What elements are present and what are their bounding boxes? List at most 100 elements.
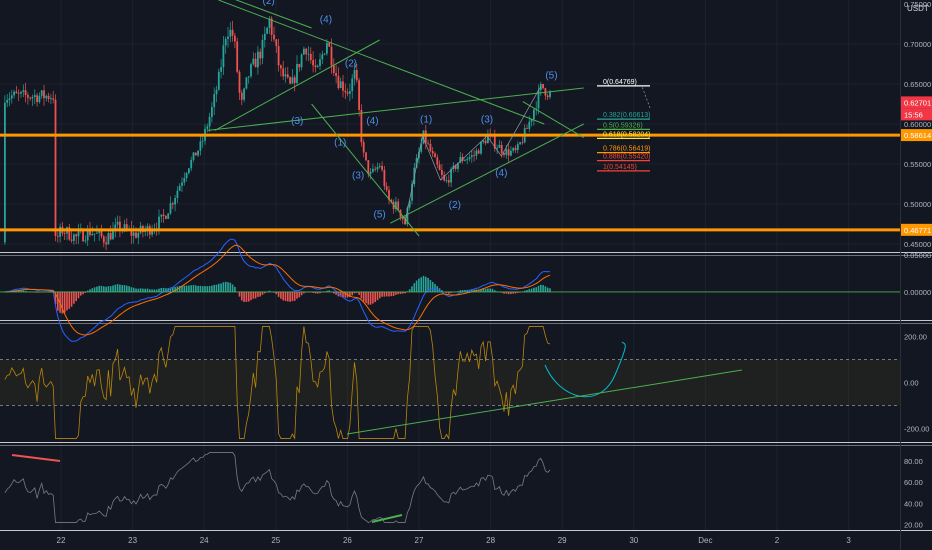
- macd-histogram-bar: [335, 291, 337, 295]
- macd-histogram-bar: [128, 286, 130, 292]
- macd-histogram-bar: [195, 285, 197, 292]
- macd-histogram-bar: [450, 291, 452, 293]
- candle: [319, 59, 321, 66]
- macd-histogram-bar: [160, 288, 163, 292]
- candle: [33, 95, 36, 97]
- candle: [376, 166, 379, 170]
- macd-histogram-bar: [523, 290, 526, 292]
- wave-path: [404, 86, 542, 225]
- candle: [6, 99, 9, 103]
- candle: [360, 109, 363, 143]
- fib-level-label: 0.786(0.56419): [603, 146, 650, 153]
- cci-trendline: [346, 369, 743, 435]
- macd-histogram-bar: [105, 286, 107, 292]
- macd-histogram-bar: [268, 290, 271, 292]
- candle: [395, 201, 397, 209]
- macd-histogram-bar: [151, 289, 153, 292]
- candle: [466, 159, 469, 161]
- candle: [286, 74, 289, 78]
- signal-line: [4, 244, 551, 336]
- macd-histogram-bar: [429, 279, 432, 292]
- macd-histogram-bar: [174, 286, 176, 292]
- candle: [109, 233, 112, 240]
- candle: [45, 95, 48, 99]
- candle: [477, 150, 480, 154]
- candle: [240, 92, 243, 100]
- macd-histogram-bar: [436, 286, 439, 292]
- candle: [151, 230, 153, 235]
- candle: [59, 226, 61, 237]
- candle: [63, 233, 66, 235]
- candle: [316, 65, 319, 68]
- candle: [254, 58, 257, 68]
- candle: [498, 145, 501, 148]
- wave-label: (3): [481, 114, 493, 125]
- candle: [119, 221, 121, 231]
- trendline: [207, 87, 584, 131]
- candle: [305, 48, 308, 55]
- candle: [22, 90, 25, 92]
- macd-histogram-bar: [530, 288, 533, 292]
- macd-histogram-bar: [544, 286, 547, 292]
- fib-level-label: 0.5(0.59326): [603, 122, 643, 129]
- candle: [208, 116, 211, 127]
- candle: [185, 173, 188, 179]
- axis-labels: 0.45000 0.50000 0.55000 0.60000 0.65000 0.700…: [57, 0, 932, 545]
- macd-histogram-bar: [392, 291, 395, 297]
- macd-histogram-bar: [395, 291, 397, 295]
- price-badge-label: 15:56: [904, 110, 923, 119]
- wave-label: (5): [545, 70, 557, 81]
- candle: [266, 27, 268, 34]
- macd-histogram-bar: [241, 291, 243, 301]
- candle: [112, 229, 114, 240]
- candle: [17, 93, 20, 94]
- cci-line: [4, 326, 551, 440]
- candle: [420, 143, 423, 152]
- candle: [100, 230, 103, 237]
- candle: [243, 88, 245, 100]
- macd-histogram-bar: [328, 290, 330, 292]
- candle: [542, 83, 544, 89]
- candle: [480, 142, 482, 154]
- candle: [346, 92, 349, 94]
- macd-histogram-bar: [103, 286, 105, 292]
- macd-histogram-bar: [388, 291, 390, 297]
- candle: [52, 98, 55, 100]
- candle: [358, 80, 360, 110]
- macd-histogram-bar: [169, 287, 172, 292]
- macd-histogram-bar: [333, 291, 335, 294]
- candle: [291, 77, 294, 84]
- x-tick-label: 3: [846, 536, 851, 545]
- candle: [54, 99, 57, 236]
- candle: [367, 160, 370, 175]
- macd-histogram-bar: [77, 291, 80, 299]
- candle: [158, 216, 160, 230]
- candle: [130, 228, 133, 236]
- candle: [351, 78, 354, 92]
- price-badge-label: 0.46771: [904, 226, 931, 235]
- price-badge: [901, 108, 932, 121]
- macd-histogram-bar: [289, 291, 291, 302]
- candle: [431, 151, 434, 154]
- candle: [427, 143, 429, 145]
- rsi-tick-label: 80.00: [904, 457, 923, 466]
- macd-histogram-bar: [549, 288, 551, 292]
- candle: [190, 159, 193, 169]
- candle: [539, 83, 542, 91]
- candle: [289, 77, 291, 84]
- fib-level-label: 0.382(0.60613): [603, 112, 650, 119]
- candle: [521, 142, 524, 144]
- macd-histogram-bar: [477, 289, 480, 292]
- macd-histogram-bar: [427, 277, 429, 292]
- candle: [270, 18, 273, 35]
- macd-histogram-bar: [206, 286, 209, 292]
- candle: [250, 64, 252, 77]
- candle: [326, 42, 328, 54]
- macd-histogram-bar: [381, 291, 383, 297]
- macd-histogram-bar: [75, 291, 77, 302]
- macd-histogram-bar: [215, 284, 218, 292]
- macd-histogram-bar: [142, 288, 144, 292]
- macd-histogram-bar: [514, 291, 517, 294]
